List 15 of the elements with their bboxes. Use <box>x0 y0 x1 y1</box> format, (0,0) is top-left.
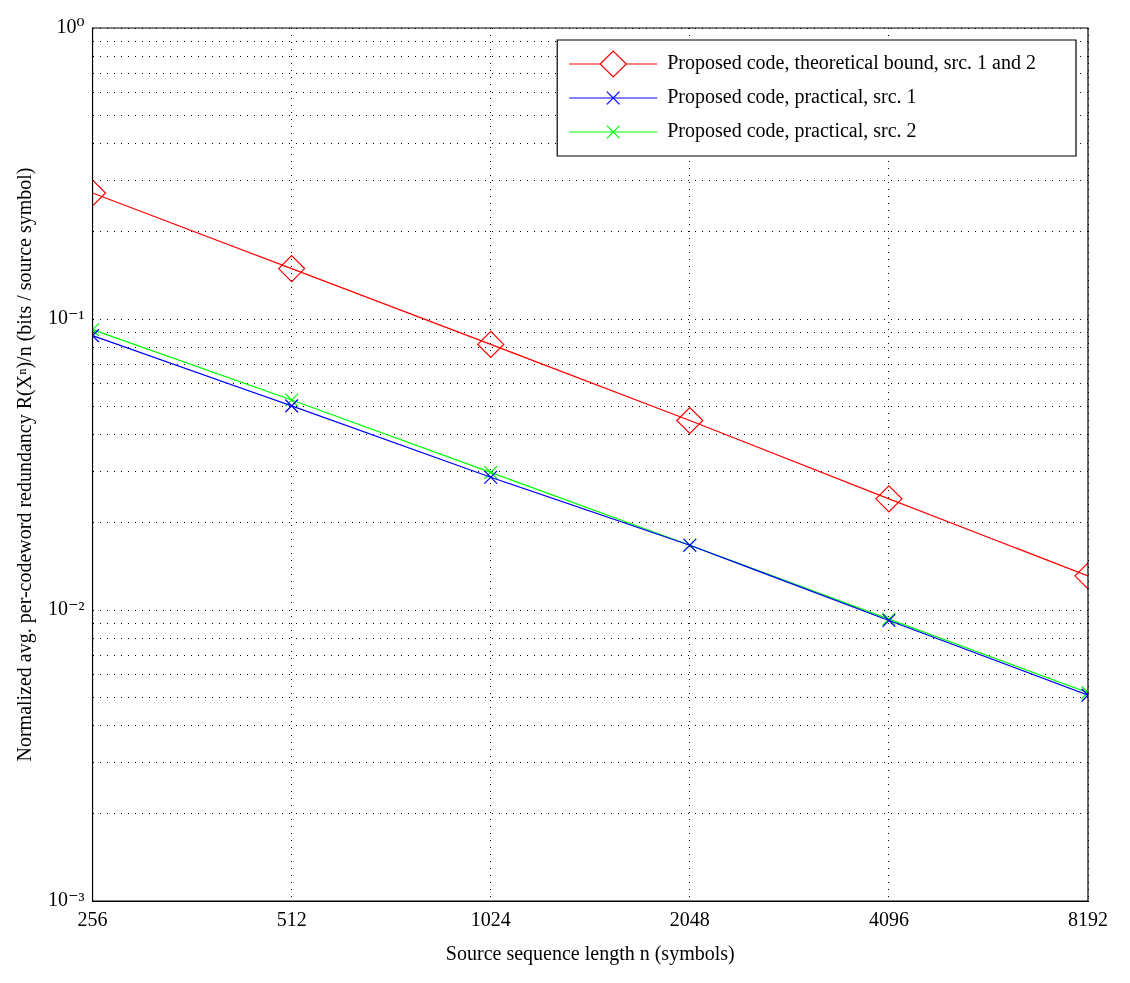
legend-label: Proposed code, practical, src. 2 <box>667 119 917 143</box>
y-tick-label: 10⁻² <box>47 597 85 620</box>
y-tick-label: 10⁰ <box>56 15 85 38</box>
x-axis-title: Source sequence length n (symbols) <box>445 942 735 966</box>
legend-label: Proposed code, theoretical bound, src. 1 and 2 <box>667 51 1037 75</box>
x-tick-label: 8192 <box>1068 908 1108 931</box>
x-tick-label: 1024 <box>470 908 511 931</box>
legend-label: Proposed code, practical, src. 1 <box>667 85 917 109</box>
y-tick-label: 10⁻¹ <box>47 306 85 329</box>
x-tick-label: 2048 <box>669 908 710 931</box>
x-tick-label: 512 <box>276 908 307 931</box>
y-tick-label: 10⁻³ <box>47 888 85 911</box>
y-axis-title: Normalized avg. per-codeword redundancy R(Xⁿ)/n (bits / source symbol) <box>13 167 37 762</box>
x-tick-label: 4096 <box>868 908 909 931</box>
x-tick-label: 256 <box>77 908 108 931</box>
